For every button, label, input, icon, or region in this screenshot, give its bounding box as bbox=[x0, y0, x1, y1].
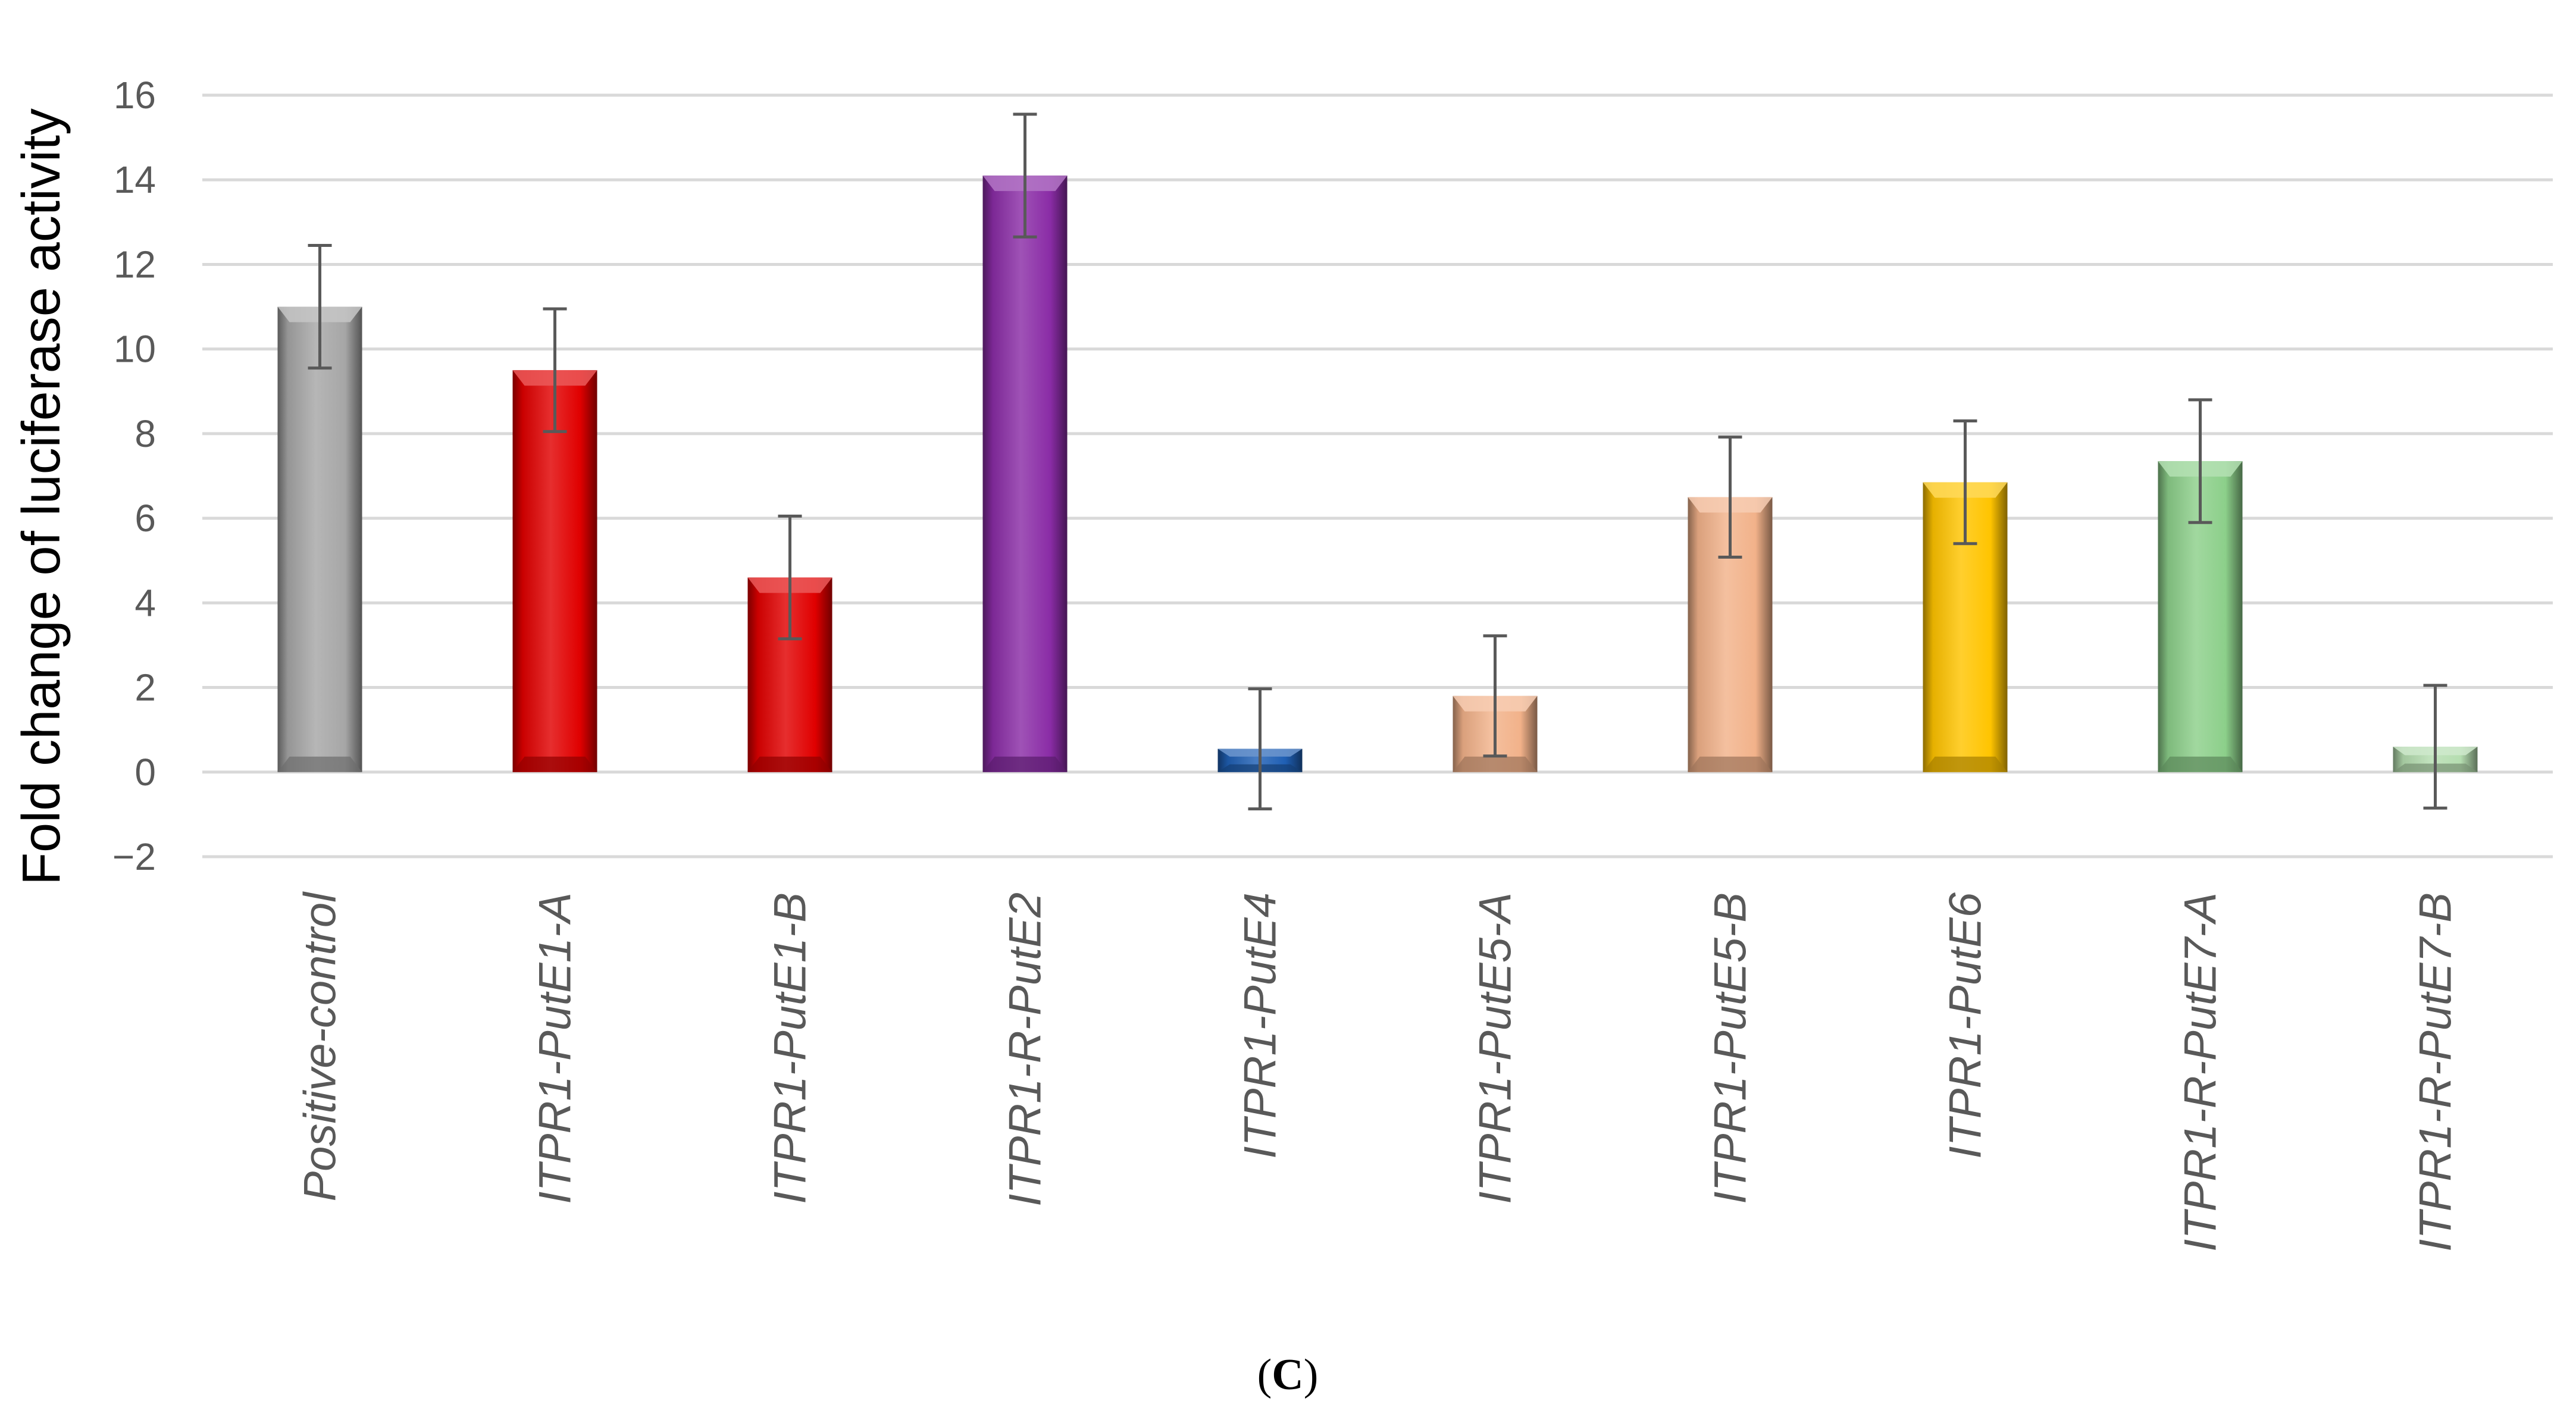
x-axis-labels: Positive-control ITPR1-PutE1-A ITPR1-PutE1… bbox=[295, 891, 2461, 1252]
error-bar-0 bbox=[308, 243, 332, 370]
y-tick-label: 12 bbox=[114, 243, 156, 286]
x-tick-label: Positive-control bbox=[295, 891, 346, 1202]
bar-0 bbox=[277, 306, 362, 772]
y-tick-label: 16 bbox=[114, 74, 156, 117]
bar-bevel-bottom bbox=[1453, 756, 1538, 772]
x-tick-label: ITPR1-R-PutE2 bbox=[1000, 892, 1051, 1207]
error-bar-5 bbox=[1483, 634, 1507, 758]
y-tick-label: 10 bbox=[114, 328, 156, 371]
x-tick-label: ITPR1-PutE6 bbox=[1940, 892, 1991, 1158]
bar-bevel-bottom bbox=[1923, 756, 2008, 772]
error-bar-8 bbox=[2188, 398, 2212, 524]
x-tick-label: ITPR1-R-PutE7-A bbox=[2176, 892, 2226, 1252]
bar-bevel-bottom bbox=[512, 756, 597, 772]
error-bar-4 bbox=[1248, 687, 1272, 811]
y-tick-label: 8 bbox=[134, 412, 156, 455]
panel-label: (C) bbox=[1257, 1351, 1319, 1399]
x-tick-label: ITPR1-PutE5-B bbox=[1705, 892, 1756, 1204]
y-tick-label: 4 bbox=[134, 581, 156, 624]
bar bbox=[512, 370, 597, 772]
error-bar-2 bbox=[778, 515, 802, 641]
bar bbox=[982, 176, 1068, 772]
x-tick-label: ITPR1-PutE1-A bbox=[530, 892, 581, 1204]
error-bar-6 bbox=[1718, 435, 1742, 559]
error-bars bbox=[308, 112, 2447, 811]
bars bbox=[277, 176, 2478, 772]
y-tick-label: 14 bbox=[114, 158, 156, 201]
bar-2 bbox=[747, 577, 832, 772]
error-bar-9 bbox=[2423, 684, 2447, 810]
y-tick-label: 2 bbox=[134, 666, 156, 709]
bar bbox=[277, 306, 362, 772]
panel-label-close: ) bbox=[1304, 1351, 1319, 1399]
y-axis-ticks: −2 0 2 4 6 8 10 12 14 16 bbox=[112, 74, 156, 878]
bar-bevel-bottom bbox=[982, 756, 1068, 772]
error-bar-3 bbox=[1013, 112, 1037, 239]
bar-bevel-bottom bbox=[277, 756, 362, 772]
bar-3 bbox=[982, 176, 1068, 772]
bar-bevel-bottom bbox=[1688, 756, 1773, 772]
bar-bevel-bottom bbox=[2158, 756, 2243, 772]
y-tick-label: 0 bbox=[134, 751, 156, 794]
y-tick-label: 6 bbox=[134, 497, 156, 540]
x-tick-label: ITPR1-PutE1-B bbox=[765, 892, 816, 1204]
y-axis-title: Fold change of luciferase activity bbox=[12, 108, 71, 885]
x-tick-label: ITPR1-PutE4 bbox=[1235, 892, 1286, 1159]
error-bar-1 bbox=[543, 307, 567, 433]
error-bar-7 bbox=[1953, 419, 1977, 546]
bar-bevel-bottom bbox=[747, 756, 832, 772]
y-tick-label: −2 bbox=[112, 835, 156, 878]
x-tick-label: ITPR1-PutE5-A bbox=[1470, 892, 1521, 1204]
x-tick-label: ITPR1-R-PutE7-B bbox=[2411, 892, 2461, 1252]
panel-label-open: ( bbox=[1257, 1351, 1272, 1399]
panel-label-letter: C bbox=[1272, 1351, 1303, 1399]
bar-1 bbox=[512, 370, 597, 772]
